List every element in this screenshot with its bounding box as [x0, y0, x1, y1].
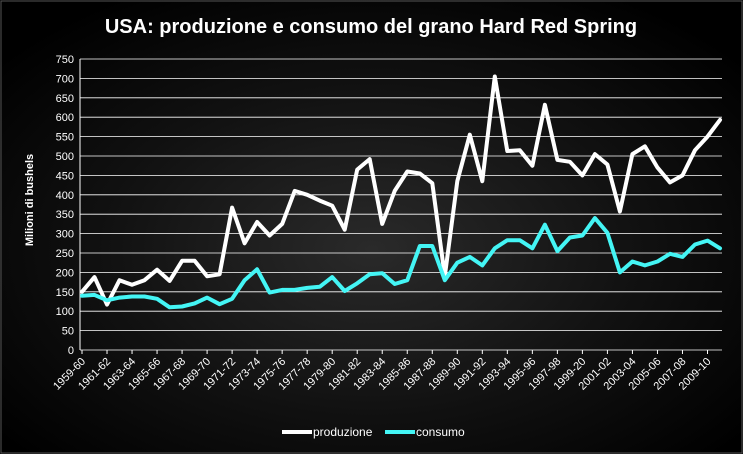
series-line-consumo [80, 216, 722, 310]
y-tick-label: 200 [56, 267, 74, 279]
y-tick-label: 50 [62, 326, 74, 338]
y-tick-label: 500 [56, 151, 74, 163]
y-tick-label: 250 [56, 248, 74, 260]
y-tick-label: 0 [68, 345, 74, 357]
legend: produzione consumo [282, 425, 465, 439]
y-tick-label: 150 [56, 287, 74, 299]
y-tick-label: 450 [56, 170, 74, 182]
legend-label-consumo: consumo [416, 425, 465, 439]
y-tick-label: 400 [56, 190, 74, 202]
y-axis: 0 50 100 150 200 250 300 350 400 450 500 550 600 650 7… [56, 54, 81, 357]
y-tick-label: 700 [56, 73, 74, 85]
legend-label-produzione: produzione [313, 425, 373, 439]
y-tick-label: 100 [56, 306, 74, 318]
chart-title: USA: produzione e consumo del grano Hard… [105, 16, 637, 38]
y-axis-label: Milioni di bushels [24, 154, 36, 246]
y-tick-label: 600 [56, 112, 74, 124]
series-line-produzione [80, 74, 722, 307]
plot-area [80, 74, 722, 310]
y-tick-label: 350 [56, 209, 74, 221]
y-tick-label: 750 [56, 54, 74, 66]
y-tick-label: 650 [56, 93, 74, 105]
y-tick-label: 550 [56, 132, 74, 144]
y-tick-label: 300 [56, 229, 74, 241]
